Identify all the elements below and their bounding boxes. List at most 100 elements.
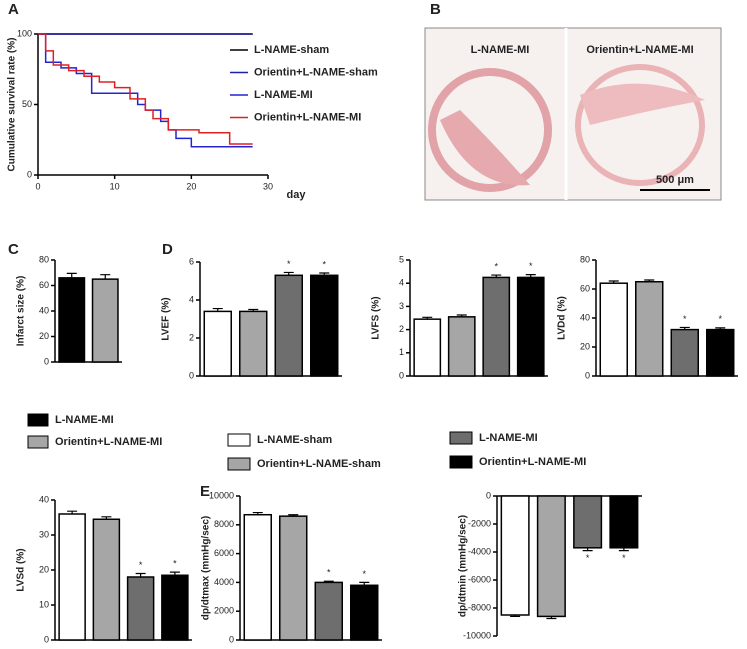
bar bbox=[599, 282, 628, 377]
bar bbox=[58, 513, 86, 641]
x-tick-label: 0 bbox=[35, 181, 40, 191]
y-tick-label: 2 bbox=[399, 324, 404, 334]
y-tick-label: 40 bbox=[580, 312, 590, 322]
panel-label: D bbox=[162, 241, 173, 258]
tissue bbox=[575, 64, 705, 186]
y-tick-label: 0 bbox=[44, 356, 49, 366]
panel-label: A bbox=[8, 1, 19, 18]
y-tick-label: 2 bbox=[189, 332, 194, 342]
y-tick-label: 5 bbox=[399, 254, 404, 264]
y-tick-label: 40 bbox=[39, 305, 49, 315]
y-tick-label: 0 bbox=[27, 169, 32, 179]
significance-mark: * bbox=[529, 261, 533, 271]
bar bbox=[161, 574, 189, 641]
bar bbox=[350, 584, 379, 641]
error-bar bbox=[608, 280, 619, 284]
significance-mark: * bbox=[718, 314, 722, 324]
y-axis-label: LVEF (%) bbox=[161, 297, 172, 340]
bar bbox=[239, 310, 268, 377]
legend-label: Orientin+L-NAME-sham bbox=[257, 458, 381, 470]
bar bbox=[279, 515, 308, 641]
error-bar bbox=[618, 547, 629, 552]
significance-mark: * bbox=[622, 553, 626, 563]
y-tick-label: 3 bbox=[399, 301, 404, 311]
error-bar bbox=[679, 326, 690, 330]
y-tick-label: 60 bbox=[39, 280, 49, 290]
error-bar bbox=[319, 272, 330, 276]
y-tick-label: 20 bbox=[39, 564, 49, 574]
error-bar bbox=[582, 547, 593, 552]
y-tick-label: -8000 bbox=[468, 602, 491, 612]
y-tick-label: 0 bbox=[399, 370, 404, 380]
x-tick-label: 20 bbox=[186, 181, 196, 191]
y-axis-label: Infarct size (%) bbox=[16, 276, 27, 347]
x-axis-label: day bbox=[287, 189, 307, 201]
legend-swatch bbox=[227, 457, 251, 471]
error-bar bbox=[101, 516, 112, 520]
bar bbox=[314, 581, 343, 641]
y-axis-label: LVDd (%) bbox=[557, 296, 568, 340]
y-tick-label: -4000 bbox=[468, 546, 491, 556]
error-bar bbox=[644, 279, 655, 282]
bar bbox=[706, 328, 735, 377]
error-bar bbox=[283, 271, 294, 276]
y-tick-label: 1 bbox=[399, 347, 404, 357]
image-label: Orientin+L-NAME-MI bbox=[586, 44, 693, 56]
bar bbox=[91, 278, 119, 363]
significance-mark: * bbox=[173, 558, 177, 568]
bar bbox=[310, 274, 339, 377]
error-bar bbox=[525, 274, 536, 278]
y-tick-label: 4000 bbox=[214, 577, 234, 587]
legend-label: L-NAME-sham bbox=[257, 434, 332, 446]
y-tick-label: 60 bbox=[580, 283, 590, 293]
legend-label: L-NAME-MI bbox=[55, 414, 114, 426]
survival-line bbox=[38, 33, 253, 148]
y-tick-label: 0 bbox=[229, 634, 234, 644]
error-bar bbox=[66, 272, 77, 278]
tissue bbox=[580, 83, 705, 125]
error-bar bbox=[135, 572, 146, 577]
significance-mark: * bbox=[139, 560, 143, 570]
error-bar bbox=[212, 307, 223, 312]
y-tick-label: 6000 bbox=[214, 548, 234, 558]
significance-mark: * bbox=[683, 314, 687, 324]
error-bar bbox=[248, 308, 259, 312]
error-bar bbox=[546, 616, 557, 620]
y-tick-label: 10 bbox=[39, 599, 49, 609]
error-bar bbox=[422, 316, 433, 320]
y-axis-label: Cumulative survival rate (%) bbox=[7, 38, 18, 172]
error-bar bbox=[715, 327, 726, 330]
bar bbox=[670, 328, 699, 377]
y-tick-label: 30 bbox=[39, 529, 49, 539]
panel-label: B bbox=[430, 1, 441, 18]
bar bbox=[447, 316, 476, 377]
y-tick-label: -6000 bbox=[468, 574, 491, 584]
bar bbox=[635, 281, 664, 377]
x-tick-label: 10 bbox=[110, 181, 120, 191]
survival-line bbox=[38, 33, 253, 145]
image-label: L-NAME-MI bbox=[471, 44, 530, 56]
bar bbox=[573, 495, 603, 549]
legend-swatch bbox=[449, 431, 473, 445]
legend-label: L-NAME-MI bbox=[479, 432, 538, 444]
y-tick-label: 0 bbox=[189, 370, 194, 380]
significance-mark: * bbox=[287, 259, 291, 269]
legend-label: L-NAME-sham bbox=[254, 44, 329, 56]
legend-label: L-NAME-MI bbox=[254, 89, 313, 101]
y-tick-label: 4 bbox=[189, 294, 194, 304]
y-tick-label: 4 bbox=[399, 278, 404, 288]
panel-label: E bbox=[200, 483, 210, 500]
legend-swatch bbox=[27, 435, 49, 449]
bar bbox=[203, 310, 232, 377]
legend-swatch bbox=[27, 413, 49, 427]
y-tick-label: 80 bbox=[39, 254, 49, 264]
y-tick-label: 2000 bbox=[214, 606, 234, 616]
y-axis-label: dp/dtmax (mmHg/sec) bbox=[201, 516, 212, 620]
significance-mark: * bbox=[327, 568, 331, 578]
panel-label: C bbox=[8, 241, 19, 258]
error-bar bbox=[456, 314, 467, 317]
image-frame bbox=[424, 27, 722, 201]
error-bar bbox=[100, 274, 111, 280]
bar bbox=[413, 318, 442, 377]
